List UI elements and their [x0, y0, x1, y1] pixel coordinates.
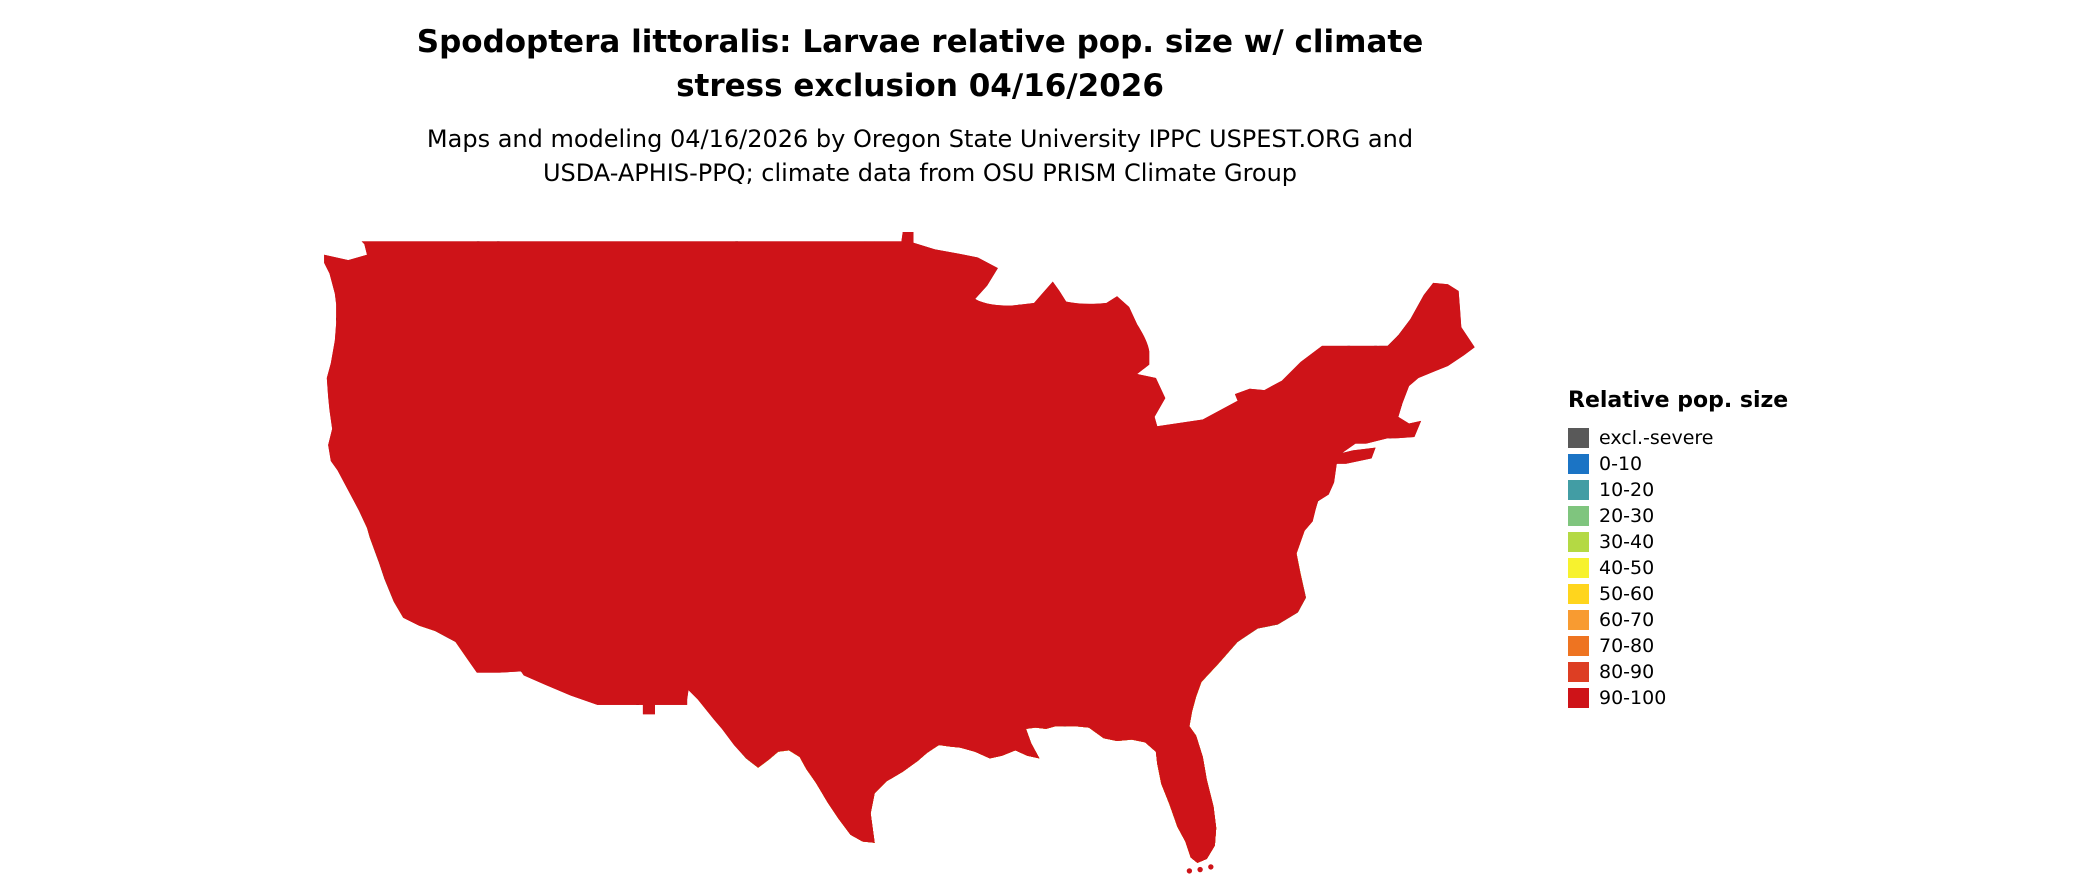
us-outline-stroke — [322, 230, 1477, 865]
legend-item: 10-20 — [1568, 477, 1788, 503]
legend-title: Relative pop. size — [1568, 388, 1789, 413]
title-line-2: stress exclusion 04/16/2026 — [676, 68, 1164, 104]
legend-label: 60-70 — [1599, 609, 1655, 631]
legend-label: 90-100 — [1599, 687, 1667, 709]
legend-swatch-0-10 — [1568, 454, 1589, 474]
legend: Relative pop. size excl.-severe 0-10 10-… — [1568, 388, 1788, 711]
legend-swatch-70-80 — [1568, 636, 1589, 656]
florida-keys-dot — [1197, 866, 1203, 873]
legend-swatch-50-60 — [1568, 584, 1589, 604]
page-title: Spodoptera littoralis: Larvae relative p… — [0, 20, 1840, 108]
legend-swatch-excl-severe — [1568, 428, 1589, 448]
legend-swatch-60-70 — [1568, 610, 1589, 630]
legend-item: 0-10 — [1568, 451, 1788, 477]
legend-label: 80-90 — [1599, 661, 1655, 683]
legend-item: 80-90 — [1568, 659, 1788, 685]
legend-item: 60-70 — [1568, 607, 1788, 633]
legend-item: 20-30 — [1568, 503, 1788, 529]
us-map — [322, 230, 1477, 874]
page-subtitle: Maps and modeling 04/16/2026 by Oregon S… — [0, 122, 1840, 190]
legend-label: excl.-severe — [1599, 427, 1714, 449]
legend-item: 40-50 — [1568, 555, 1788, 581]
legend-swatch-90-100 — [1568, 688, 1589, 708]
legend-swatch-10-20 — [1568, 480, 1589, 500]
title-line-1: Spodoptera littoralis: Larvae relative p… — [416, 24, 1424, 60]
legend-swatch-80-90 — [1568, 662, 1589, 682]
legend-label: 40-50 — [1599, 557, 1655, 579]
florida-keys-dot — [1186, 868, 1193, 874]
subtitle-line-2: USDA-APHIS-PPQ; climate data from OSU PR… — [542, 159, 1298, 187]
legend-item: 70-80 — [1568, 633, 1788, 659]
legend-label: 50-60 — [1599, 583, 1655, 605]
legend-swatch-20-30 — [1568, 506, 1589, 526]
us-map-container — [308, 228, 1527, 891]
legend-item: 50-60 — [1568, 581, 1788, 607]
legend-label: 70-80 — [1599, 635, 1655, 657]
florida-keys-dot — [1208, 864, 1214, 870]
legend-swatch-30-40 — [1568, 532, 1589, 552]
legend-label: 10-20 — [1599, 479, 1655, 501]
legend-label: 20-30 — [1599, 505, 1655, 527]
legend-swatch-40-50 — [1568, 558, 1589, 578]
subtitle-line-1: Maps and modeling 04/16/2026 by Oregon S… — [426, 125, 1414, 153]
legend-label: 0-10 — [1599, 453, 1643, 475]
legend-item: excl.-severe — [1568, 425, 1788, 451]
legend-item: 30-40 — [1568, 529, 1788, 555]
legend-label: 30-40 — [1599, 531, 1655, 553]
legend-item: 90-100 — [1568, 685, 1788, 711]
